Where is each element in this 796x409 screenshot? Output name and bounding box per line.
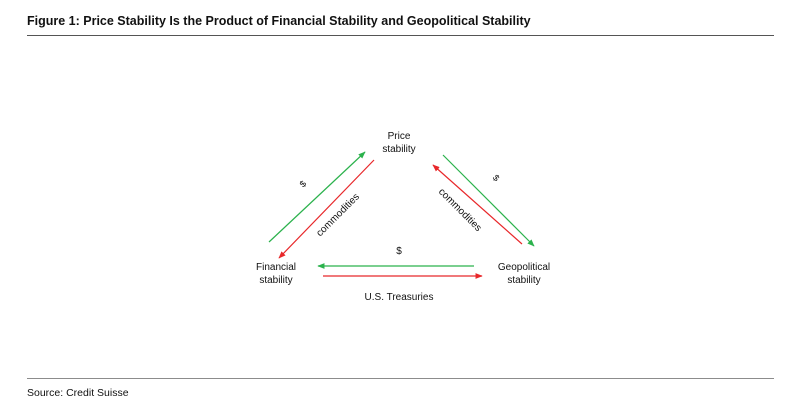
right-dollar-label: $ xyxy=(491,173,502,184)
title-divider xyxy=(27,35,774,36)
node-price-line1: Price xyxy=(388,131,411,142)
arrow-financial-to-price-green xyxy=(268,151,366,243)
bottom-dollar-label: $ xyxy=(396,246,402,257)
right-commodities-label: commodities xyxy=(436,186,483,233)
node-financial-line1: Financial xyxy=(256,262,296,273)
arrow-price-to-geopolitical-green xyxy=(442,154,535,247)
source-note: Source: Credit Suisse xyxy=(27,387,129,399)
arrow-geopolitical-to-price-red xyxy=(432,164,523,245)
node-geopolitical-line1: Geopolitical xyxy=(498,262,550,273)
figure-title: Figure 1: Price Stability Is the Product… xyxy=(27,14,531,28)
node-price-line2: stability xyxy=(382,144,415,155)
left-dollar-label: $ xyxy=(298,179,309,190)
node-geopolitical-line2: stability xyxy=(507,275,540,286)
source-divider xyxy=(27,378,774,379)
left-commodities-label: commodities xyxy=(314,191,361,238)
bottom-treasuries-label: U.S. Treasuries xyxy=(365,292,434,303)
node-financial-line2: stability xyxy=(259,275,292,286)
arrow-price-to-financial-red xyxy=(278,159,375,259)
